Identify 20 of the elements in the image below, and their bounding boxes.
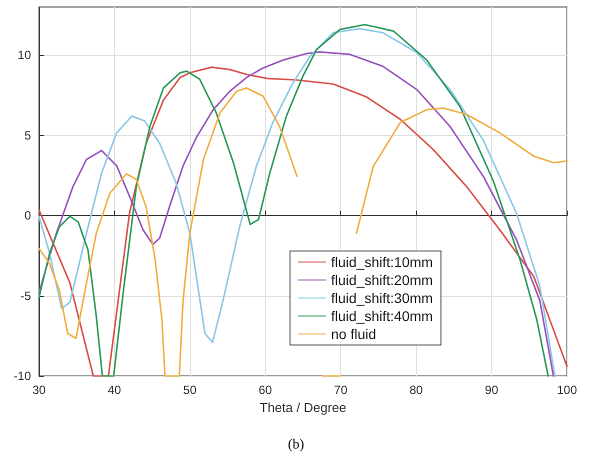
- x-tick-label: 90: [484, 383, 499, 397]
- x-tick-label: 50: [183, 383, 197, 397]
- legend-label: fluid_shift:20mm: [331, 272, 433, 288]
- x-axis-title: Theta / Degree: [260, 400, 346, 415]
- y-tick-label: 5: [24, 128, 32, 142]
- x-tick-label: 30: [32, 383, 46, 397]
- text: (b): [288, 438, 304, 452]
- x-tick-label: 40: [108, 383, 122, 397]
- y-tick-label: 0: [24, 208, 32, 223]
- legend-label: fluid_shift:30mm: [331, 290, 433, 306]
- legend-label: no fluid: [331, 326, 376, 342]
- x-tick-label: 60: [258, 383, 272, 397]
- legend-label: fluid_shift:10mm: [331, 254, 433, 270]
- x-tick-label: 70: [334, 383, 348, 397]
- x-tick-label: 80: [409, 383, 424, 397]
- y-tick-label: -5: [20, 288, 32, 303]
- y-tick-label: -10: [14, 369, 32, 383]
- y-tick-label: 10: [18, 48, 32, 62]
- x-tick-label: 100: [556, 383, 578, 397]
- legend-label: fluid_shift:40mm: [331, 308, 433, 324]
